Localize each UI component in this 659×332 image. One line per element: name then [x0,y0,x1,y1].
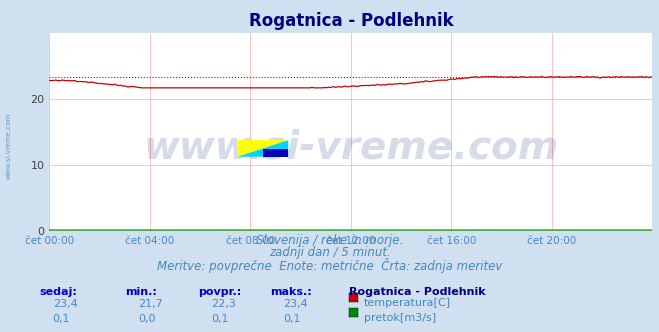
Text: maks.:: maks.: [270,287,312,297]
Text: 0,1: 0,1 [283,314,301,324]
Text: povpr.:: povpr.: [198,287,241,297]
Text: 0,1: 0,1 [211,314,229,324]
Text: 23,4: 23,4 [53,299,78,309]
Text: www.si-vreme.com: www.si-vreme.com [143,129,559,167]
Text: Rogatnica - Podlehnik: Rogatnica - Podlehnik [349,287,486,297]
Text: Slovenija / reke in morje.: Slovenija / reke in morje. [256,234,403,247]
Polygon shape [238,140,288,157]
Text: 21,7: 21,7 [138,299,163,309]
Text: sedaj:: sedaj: [40,287,77,297]
Text: temperatura[C]: temperatura[C] [364,298,451,308]
Text: 0,1: 0,1 [53,314,71,324]
Polygon shape [263,149,288,157]
Text: www.si-vreme.com: www.si-vreme.com [5,113,11,179]
Text: min.:: min.: [125,287,157,297]
Polygon shape [238,140,288,157]
Text: 23,4: 23,4 [283,299,308,309]
Text: pretok[m3/s]: pretok[m3/s] [364,313,436,323]
Text: Meritve: povprečne  Enote: metrične  Črta: zadnja meritev: Meritve: povprečne Enote: metrične Črta:… [157,258,502,273]
Text: 22,3: 22,3 [211,299,236,309]
Title: Rogatnica - Podlehnik: Rogatnica - Podlehnik [248,12,453,30]
Text: zadnji dan / 5 minut.: zadnji dan / 5 minut. [269,246,390,259]
Text: 0,0: 0,0 [138,314,156,324]
